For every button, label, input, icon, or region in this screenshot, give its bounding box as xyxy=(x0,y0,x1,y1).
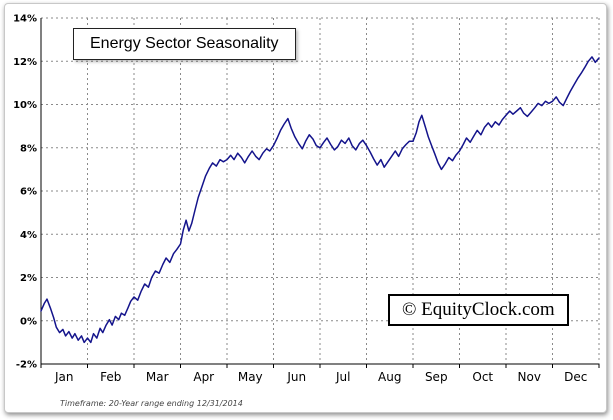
x-axis-month-label: Jun xyxy=(286,370,306,384)
y-axis-tick-label: -2% xyxy=(16,360,37,371)
x-axis-month-label: Nov xyxy=(518,370,541,384)
chart-title: Energy Sector Seasonality xyxy=(90,35,279,52)
x-axis-month-label: Feb xyxy=(100,370,121,384)
x-axis-month-label: May xyxy=(238,370,263,384)
y-axis-tick-label: 8% xyxy=(20,143,37,154)
x-axis-month-label: Aug xyxy=(378,370,401,384)
timeframe-note: Timeframe: 20-Year range ending 12/31/20… xyxy=(60,399,243,408)
x-axis-month-label: Sep xyxy=(425,370,448,384)
x-axis-month-label: Apr xyxy=(193,370,214,384)
y-axis-tick-label: 10% xyxy=(13,100,37,111)
y-axis-tick-label: 0% xyxy=(20,316,37,327)
y-axis-tick-label: 14% xyxy=(13,14,37,25)
equityclock-watermark: © EquityClock.com xyxy=(388,294,569,326)
x-axis-month-label: Mar xyxy=(146,370,169,384)
chart-title-box: Energy Sector Seasonality xyxy=(73,28,296,60)
y-axis-tick-label: 6% xyxy=(20,187,37,198)
x-axis-month-label: Jul xyxy=(335,370,350,384)
seasonality-series-line xyxy=(40,56,600,344)
chart-frame: -2% 0% 2% 4% 6% 8% 10% 12% 14% Jan Feb Mar Apr May Jun… xyxy=(4,3,607,413)
watermark-text: © EquityClock.com xyxy=(402,299,555,320)
seasonality-line-chart: -2% 0% 2% 4% 6% 8% 10% 12% 14% Jan Feb Mar Apr May Jun… xyxy=(13,14,600,384)
y-axis-tick-label: 12% xyxy=(13,57,37,68)
x-axis-month-label: Jan xyxy=(54,370,74,384)
y-axis-tick-label: 2% xyxy=(20,273,37,284)
x-axis-month-label: Oct xyxy=(472,370,493,384)
x-axis-month-label: Dec xyxy=(564,370,587,384)
y-axis-tick-label: 4% xyxy=(20,230,37,241)
